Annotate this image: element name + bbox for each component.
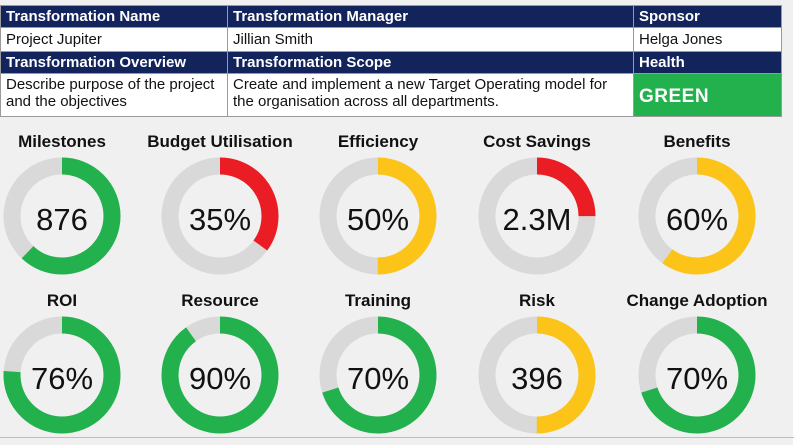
gauge-value: 60% [665, 202, 729, 237]
gauge-fill-arc [161, 316, 279, 434]
info-header-row-1: Transformation Name Transformation Manag… [0, 5, 782, 28]
header-transformation-scope: Transformation Scope [227, 51, 634, 74]
header-transformation-overview: Transformation Overview [0, 51, 228, 74]
donut-gauge [638, 157, 756, 275]
info-value-row-1: Project Jupiter Jillian Smith Helga Jone… [0, 27, 782, 52]
gauge-title: Milestones [18, 132, 106, 151]
gauge-value: 90% [188, 361, 252, 396]
gauge-fill-arc [478, 316, 596, 434]
info-header-row-2: Transformation Overview Transformation S… [0, 51, 782, 74]
transformation-overview-value: Describe purpose of the project and the … [0, 73, 228, 117]
gauge-value: 396 [511, 361, 563, 396]
gauge-value: 876 [36, 202, 88, 237]
donut-gauge [161, 157, 279, 275]
header-sponsor: Sponsor [633, 5, 782, 28]
gauge-value: 76% [30, 361, 94, 396]
gauge-title: ROI [46, 291, 78, 310]
transformation-name-value: Project Jupiter [0, 27, 228, 52]
gauge-fill-arc [638, 157, 756, 275]
donut-gauge [3, 316, 121, 434]
gauge-value: 70% [346, 361, 410, 396]
gauge-fill-arc [3, 157, 121, 275]
project-info-table: Transformation Name Transformation Manag… [0, 5, 782, 117]
header-health: Health [633, 51, 782, 74]
gauge-title: Resource [181, 291, 259, 310]
header-transformation-name: Transformation Name [0, 5, 228, 28]
transformation-manager-value: Jillian Smith [227, 27, 634, 52]
gauge-fill-arc [638, 316, 756, 434]
gauge-fill-arc [319, 157, 437, 275]
gauge-title: Training [344, 291, 412, 310]
donut-gauge [319, 157, 437, 275]
gauge-fill-arc [3, 316, 121, 434]
header-transformation-manager: Transformation Manager [227, 5, 634, 28]
gauge-fill-arc [319, 316, 437, 434]
health-status-badge: GREEN [633, 73, 782, 117]
sponsor-value: Helga Jones [633, 27, 782, 52]
transformation-scope-value: Create and implement a new Target Operat… [227, 73, 634, 117]
gauge-fill-arc [161, 157, 279, 275]
gauge-fill-arc [478, 157, 596, 275]
gauge-title: Benefits [663, 132, 731, 151]
donut-gauge [638, 316, 756, 434]
gauge-title: Risk [519, 291, 555, 310]
donut-gauge [161, 316, 279, 434]
donut-gauge [3, 157, 121, 275]
gauge-title: Change Adoption [626, 291, 768, 310]
gauge-title: Budget Utilisation [147, 132, 293, 151]
gauge-value: 50% [346, 202, 410, 237]
donut-gauge [478, 157, 596, 275]
bottom-divider [0, 437, 794, 438]
donut-gauge [319, 316, 437, 434]
gauge-title: Cost Savings [483, 132, 591, 151]
gauge-value: 70% [665, 361, 729, 396]
info-value-row-2: Describe purpose of the project and the … [0, 73, 782, 117]
donut-gauge [478, 316, 596, 434]
gauge-value: 35% [188, 202, 252, 237]
gauge-value: 2.3M [502, 202, 572, 237]
gauge-title: Efficiency [337, 132, 419, 151]
